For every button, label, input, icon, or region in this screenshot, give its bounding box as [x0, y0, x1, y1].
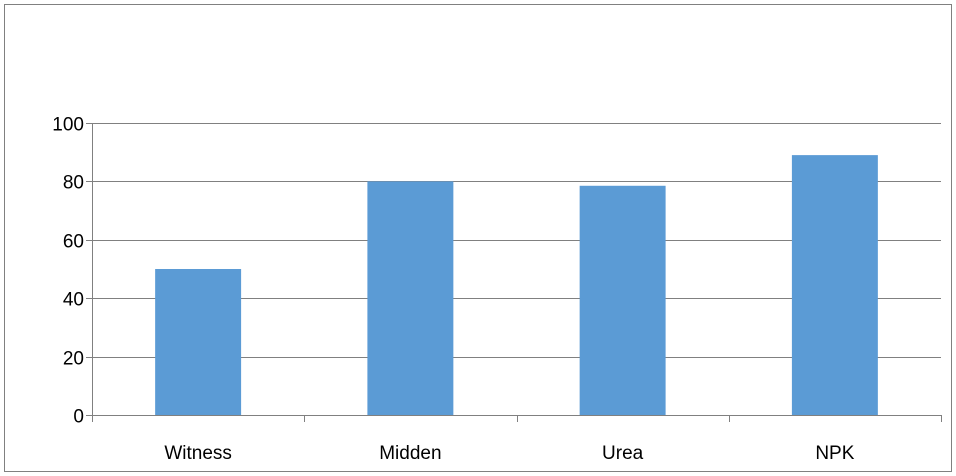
bars	[155, 155, 878, 415]
bar-midden	[367, 181, 454, 415]
x-tick-labels: Witness Midden Urea NPK	[164, 443, 854, 464]
y-tick-labels: 0 20 40 60 80 100	[52, 115, 84, 428]
x-tick-label: Witness	[164, 443, 232, 464]
axes	[86, 123, 942, 422]
y-tick-label: 80	[63, 173, 84, 194]
bar-urea	[579, 185, 666, 415]
y-tick-label: 100	[52, 115, 84, 136]
y-tick-label: 40	[63, 290, 84, 311]
bar-npk	[791, 155, 878, 415]
y-tick-label: 0	[73, 407, 84, 428]
x-tick-label: NPK	[815, 443, 854, 464]
x-tick-label: Urea	[602, 443, 644, 464]
bar-witness	[155, 269, 242, 415]
y-tick-label: 20	[63, 349, 84, 370]
x-tick-label: Midden	[379, 443, 441, 464]
y-tick-label: 60	[63, 232, 84, 253]
